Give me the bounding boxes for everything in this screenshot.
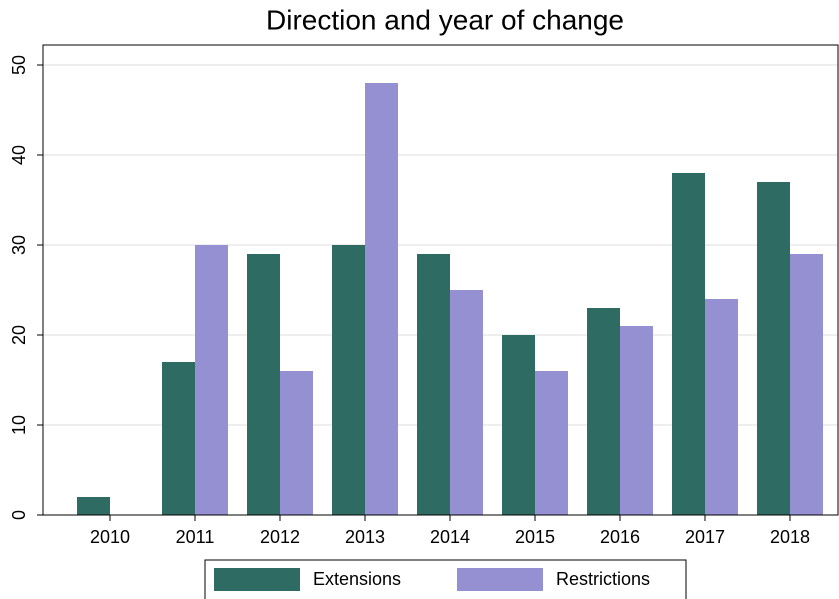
- y-tick-label: 30: [9, 235, 29, 255]
- legend-swatch: [214, 568, 300, 591]
- bar: [705, 299, 738, 515]
- y-tick-label: 20: [9, 325, 29, 345]
- bar: [162, 362, 195, 515]
- y-tick-label: 40: [9, 145, 29, 165]
- legend-swatch: [457, 568, 543, 591]
- y-tick-label: 50: [9, 55, 29, 75]
- x-tick-label: 2016: [600, 527, 640, 547]
- bar: [280, 371, 313, 515]
- legend-label: Restrictions: [556, 569, 650, 589]
- x-tick-label: 2015: [515, 527, 555, 547]
- x-tick-label: 2012: [260, 527, 300, 547]
- bar: [502, 335, 535, 515]
- bar: [587, 308, 620, 515]
- x-tick-label: 2010: [90, 527, 130, 547]
- x-tick-label: 2018: [770, 527, 810, 547]
- bar: [417, 254, 450, 515]
- bar: [790, 254, 823, 515]
- bar: [535, 371, 568, 515]
- y-tick-label: 0: [9, 510, 29, 520]
- chart-title: Direction and year of change: [266, 4, 624, 35]
- y-tick-label: 10: [9, 415, 29, 435]
- bar: [620, 326, 653, 515]
- bar: [450, 290, 483, 515]
- x-tick-label: 2014: [430, 527, 470, 547]
- bar: [77, 497, 110, 515]
- x-tick-label: 2011: [176, 527, 215, 547]
- bar: [757, 182, 790, 515]
- bar: [247, 254, 280, 515]
- bar: [195, 245, 228, 515]
- bar: [332, 245, 365, 515]
- bar: [365, 83, 398, 515]
- bar: [672, 173, 705, 515]
- x-tick-label: 2013: [345, 527, 385, 547]
- x-tick-label: 2017: [685, 527, 725, 547]
- legend-label: Extensions: [313, 569, 401, 589]
